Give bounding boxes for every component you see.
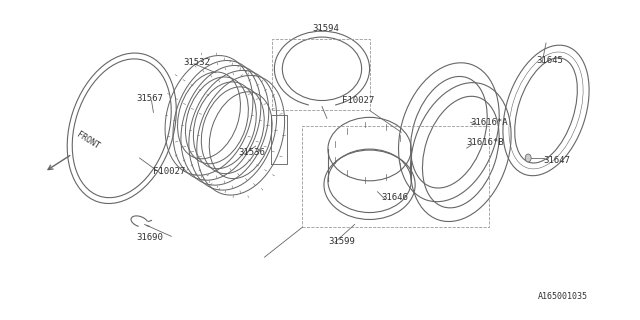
Text: 31616*A: 31616*A	[470, 118, 508, 127]
Text: 31567: 31567	[136, 94, 163, 103]
Text: 31645: 31645	[536, 56, 563, 65]
Text: 31616*B: 31616*B	[467, 138, 504, 147]
Text: 31647: 31647	[543, 156, 570, 164]
Text: F10027: F10027	[342, 96, 374, 105]
Ellipse shape	[525, 154, 531, 162]
Text: 31532: 31532	[183, 58, 210, 67]
Text: 31536: 31536	[239, 148, 266, 156]
Text: A165001035: A165001035	[538, 292, 588, 301]
Bar	[273, 39, 369, 110]
Text: 31690: 31690	[136, 233, 163, 242]
Text: FRONT: FRONT	[75, 130, 101, 151]
Text: 31599: 31599	[328, 237, 355, 246]
Text: F10027: F10027	[154, 167, 186, 176]
Bar	[302, 126, 488, 228]
Text: 31646: 31646	[381, 193, 408, 202]
Text: 31594: 31594	[312, 24, 339, 33]
